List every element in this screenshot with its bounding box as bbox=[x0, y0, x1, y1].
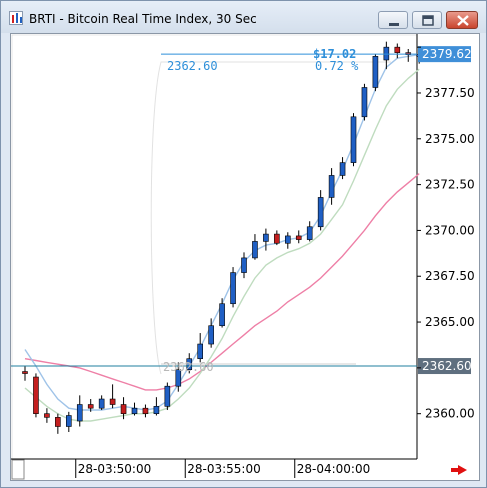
candle-body[interactable] bbox=[263, 233, 269, 242]
candle-body[interactable] bbox=[394, 46, 401, 53]
title-bar[interactable]: BRTI - Bitcoin Real Time Index, 30 Sec bbox=[1, 1, 486, 33]
maximize-button[interactable] bbox=[412, 11, 442, 29]
candle-body[interactable] bbox=[197, 343, 203, 360]
candle-body[interactable] bbox=[76, 404, 83, 422]
ruler-change-percent: 0.72 % bbox=[315, 59, 359, 73]
ruler-start-price: 2362.60 bbox=[167, 59, 218, 73]
candle-body[interactable] bbox=[361, 87, 368, 118]
candle-body[interactable] bbox=[350, 116, 357, 163]
price-tick-label: 2377.50 bbox=[425, 86, 475, 100]
candle-body[interactable] bbox=[164, 385, 171, 407]
candle-body[interactable] bbox=[55, 417, 61, 427]
price-tick-label: 2360.00 bbox=[425, 407, 475, 421]
time-tick-label: 28-04:00:00 bbox=[297, 462, 371, 476]
ema-mid-line bbox=[24, 68, 420, 422]
scroll-right-arrow-icon[interactable] bbox=[451, 465, 467, 475]
price-tick-label: 2375.00 bbox=[425, 132, 475, 146]
price-tick-label: 2372.50 bbox=[425, 178, 475, 192]
last-price-marker bbox=[418, 46, 471, 63]
candle-body[interactable] bbox=[208, 325, 214, 345]
candle-body[interactable] bbox=[241, 257, 247, 273]
candle-body[interactable] bbox=[98, 398, 105, 409]
candle-body[interactable] bbox=[372, 56, 379, 88]
candle-body[interactable] bbox=[284, 235, 291, 244]
ruler-end-price-ghost: 2362.60 bbox=[163, 360, 214, 374]
price-tick-label: 2370.00 bbox=[425, 223, 475, 237]
scroll-handle[interactable] bbox=[11, 459, 25, 480]
candle-body[interactable] bbox=[120, 404, 127, 414]
minimize-button[interactable] bbox=[378, 11, 408, 29]
candle-body[interactable] bbox=[306, 226, 313, 240]
last-price-label: 2379.62 bbox=[422, 47, 472, 61]
candle-body[interactable] bbox=[44, 413, 50, 418]
candle-body[interactable] bbox=[22, 371, 28, 374]
close-icon bbox=[457, 15, 469, 26]
candle-body[interactable] bbox=[328, 175, 335, 198]
candle-body[interactable] bbox=[339, 162, 346, 176]
ruler-change-value: $17.02 bbox=[313, 47, 356, 61]
candle-body[interactable] bbox=[131, 407, 138, 414]
candle-body[interactable] bbox=[219, 303, 225, 327]
time-tick-label: 28-03:55:00 bbox=[187, 462, 261, 476]
reference-price-marker bbox=[418, 358, 471, 375]
chart-panel[interactable]: 2379.62 2362.60 2360.00 2365.00 2367.50 2370… bbox=[10, 33, 480, 481]
minimize-icon bbox=[389, 23, 399, 26]
candle-body[interactable] bbox=[33, 376, 39, 414]
window-title: BRTI - Bitcoin Real Time Index, 30 Sec bbox=[29, 12, 257, 26]
ruler-bracket bbox=[150, 61, 391, 375]
candle-body[interactable] bbox=[383, 46, 390, 61]
close-button[interactable] bbox=[446, 11, 478, 29]
candle-body[interactable] bbox=[274, 233, 280, 244]
candle-body[interactable] bbox=[230, 272, 236, 305]
price-tick-label: 2365.00 bbox=[425, 315, 475, 329]
price-tick-label: 2367.50 bbox=[425, 269, 475, 283]
candle-body[interactable] bbox=[142, 407, 149, 414]
candle-body[interactable] bbox=[153, 406, 160, 414]
time-tick-label: 28-03:50:00 bbox=[78, 462, 152, 476]
ema-slow-line bbox=[24, 173, 420, 391]
candle-body[interactable] bbox=[175, 369, 182, 387]
maximize-icon bbox=[422, 15, 434, 26]
candle-body[interactable] bbox=[295, 235, 302, 240]
chart-app-icon bbox=[9, 11, 23, 25]
candle-body[interactable] bbox=[109, 398, 116, 405]
candle-body[interactable] bbox=[87, 404, 94, 409]
candle-body[interactable] bbox=[252, 241, 258, 259]
reference-price-label: 2362.60 bbox=[422, 359, 472, 373]
plot-area[interactable] bbox=[11, 34, 418, 460]
candle-body[interactable] bbox=[317, 197, 324, 228]
candle-body[interactable] bbox=[65, 415, 72, 427]
price-chart[interactable]: 2379.62 2362.60 2360.00 2365.00 2367.50 2370… bbox=[11, 34, 481, 482]
